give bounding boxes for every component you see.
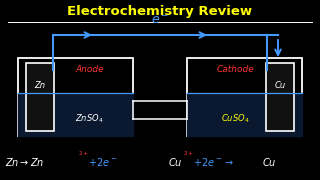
Text: Electrochemistry Review: Electrochemistry Review: [68, 6, 252, 19]
Bar: [26, 63, 54, 131]
Text: $Cu$: $Cu$: [168, 156, 182, 168]
Bar: [18, 58, 133, 136]
Text: $ZnSO_4$: $ZnSO_4$: [75, 113, 104, 125]
Text: Anode: Anode: [75, 66, 104, 75]
Text: Cathode: Cathode: [216, 66, 254, 75]
Text: $e^-$: $e^-$: [151, 14, 169, 27]
Text: $Zn \rightarrow Zn$: $Zn \rightarrow Zn$: [5, 156, 44, 168]
Bar: [187, 58, 302, 136]
Text: $^{2+}$: $^{2+}$: [183, 150, 194, 159]
Text: Zn: Zn: [35, 80, 45, 89]
Bar: [266, 63, 294, 131]
Text: $CuSO_4$: $CuSO_4$: [221, 113, 250, 125]
Text: $+ 2e^- \rightarrow$: $+ 2e^- \rightarrow$: [193, 156, 234, 168]
Text: $+ 2e^-$: $+ 2e^-$: [88, 156, 117, 168]
Text: $Cu$: $Cu$: [262, 156, 276, 168]
Text: $^{2+}$: $^{2+}$: [78, 150, 89, 159]
Text: Cu: Cu: [275, 80, 285, 89]
